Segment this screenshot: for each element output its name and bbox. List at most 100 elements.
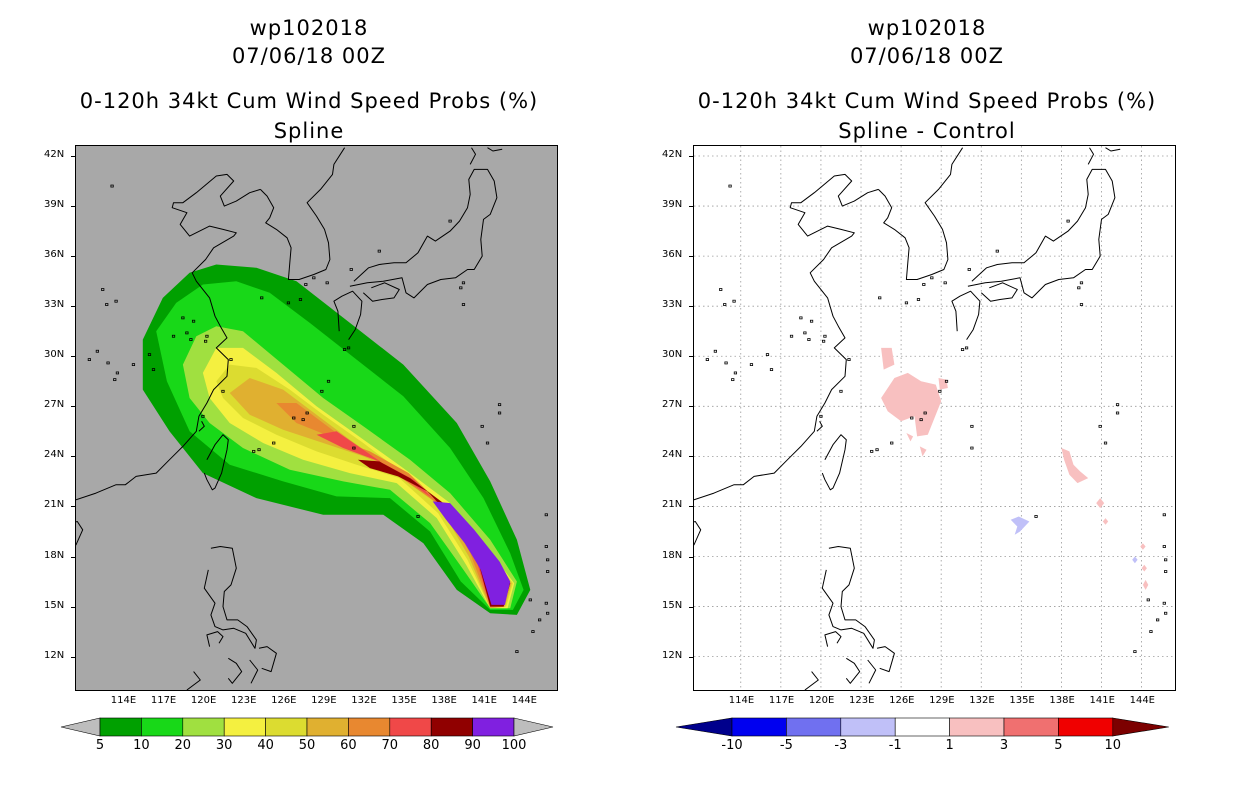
legend-label: 90 — [464, 738, 481, 753]
legend-under-triangle — [60, 717, 101, 737]
islet — [1066, 219, 1070, 223]
lon-tick-label: 132E — [969, 695, 995, 706]
islet — [497, 411, 502, 415]
lat-tick — [71, 306, 75, 308]
title-storm-id: wp102018 — [867, 16, 987, 40]
lat-tick-label: 27N — [44, 399, 65, 411]
legend-label: -5 — [779, 738, 793, 753]
lat-tick — [689, 506, 693, 508]
islet — [528, 598, 532, 602]
coastline — [1087, 147, 1094, 165]
legend-label: 40 — [257, 738, 274, 753]
lat-tick — [71, 606, 75, 608]
islet — [342, 348, 347, 351]
islet — [922, 283, 926, 286]
islet — [497, 403, 502, 407]
lon-tick-label: 138E — [431, 695, 457, 706]
islet — [930, 276, 934, 280]
title-date: 07/06/18 00Z — [849, 44, 1005, 68]
lon-tick-label: 114E — [728, 695, 755, 706]
islet — [260, 296, 264, 300]
lon-tick-label: 135E — [1009, 695, 1035, 706]
islet — [1133, 650, 1137, 654]
legend-over-triangle — [513, 717, 554, 737]
legend-swatch — [99, 717, 142, 737]
islet — [970, 424, 974, 428]
coastline — [1105, 147, 1121, 152]
islet — [544, 545, 548, 548]
islet — [1079, 303, 1084, 306]
title-date: 07/06/18 00Z — [231, 44, 387, 68]
islet — [480, 424, 484, 428]
islet — [799, 316, 803, 320]
lat-tick-label: 33N — [662, 299, 683, 311]
coastline — [487, 147, 503, 152]
islet — [298, 298, 303, 301]
coastline — [203, 434, 229, 491]
lat-tick-label: 12N — [44, 649, 65, 661]
lat-tick — [71, 406, 75, 408]
lat-tick-label: 15N — [44, 599, 65, 611]
islet — [352, 446, 356, 450]
islet — [1162, 513, 1166, 517]
lat-tick-label: 42N — [662, 149, 683, 160]
islet — [544, 513, 548, 517]
islet — [916, 298, 921, 301]
lat-tick — [689, 356, 693, 358]
islet — [967, 268, 971, 271]
islet — [769, 368, 774, 372]
lon-tick-label: 117E — [768, 695, 795, 706]
islet — [204, 339, 208, 343]
coastline — [951, 290, 981, 340]
islet — [349, 268, 353, 271]
islet — [1164, 611, 1168, 615]
diff-region — [1141, 564, 1147, 572]
coastline — [186, 671, 201, 690]
legend-swatch — [949, 717, 1005, 737]
islet — [205, 334, 209, 338]
islet — [943, 281, 947, 285]
lat-tick — [689, 206, 693, 208]
islet — [325, 281, 329, 285]
legend-swatch — [223, 717, 266, 737]
legend-swatch — [389, 717, 432, 737]
islet — [272, 441, 276, 445]
title-storm-id: wp102018 — [249, 16, 369, 40]
islet — [809, 319, 814, 323]
coastline — [333, 290, 363, 340]
coastline — [967, 168, 1116, 299]
islet — [377, 249, 381, 253]
islet — [292, 416, 296, 420]
legend-label: 70 — [381, 738, 399, 753]
lat-tick-label: 36N — [662, 249, 683, 261]
islet — [459, 286, 463, 290]
islet — [346, 346, 351, 350]
islet — [705, 358, 709, 361]
islet — [822, 339, 826, 343]
coastline — [845, 657, 861, 684]
legend-swatch — [1058, 717, 1114, 737]
coastline — [821, 434, 847, 491]
prob-contour-90 — [432, 501, 511, 605]
coastline — [694, 521, 702, 546]
coastline — [362, 282, 400, 302]
lon-tick-label: 117E — [150, 695, 177, 706]
islet — [919, 418, 923, 422]
diff-svg — [694, 146, 1175, 690]
legend-swatch — [430, 717, 473, 737]
islet — [1146, 598, 1150, 602]
islet — [732, 299, 736, 303]
lat-tick-label: 39N — [662, 199, 683, 211]
legend-under-triangle — [675, 717, 733, 737]
lat-tick-label: 21N — [662, 499, 683, 511]
lat-tick-label: 42N — [44, 149, 65, 160]
diff-region — [906, 433, 914, 442]
lat-tick — [71, 156, 75, 157]
coastline — [260, 147, 346, 280]
legend-swatch — [265, 717, 308, 737]
coastline — [198, 421, 205, 432]
lat-tick — [689, 656, 693, 658]
islet — [305, 411, 309, 415]
legend-swatch — [348, 717, 391, 737]
coastline — [349, 168, 498, 299]
